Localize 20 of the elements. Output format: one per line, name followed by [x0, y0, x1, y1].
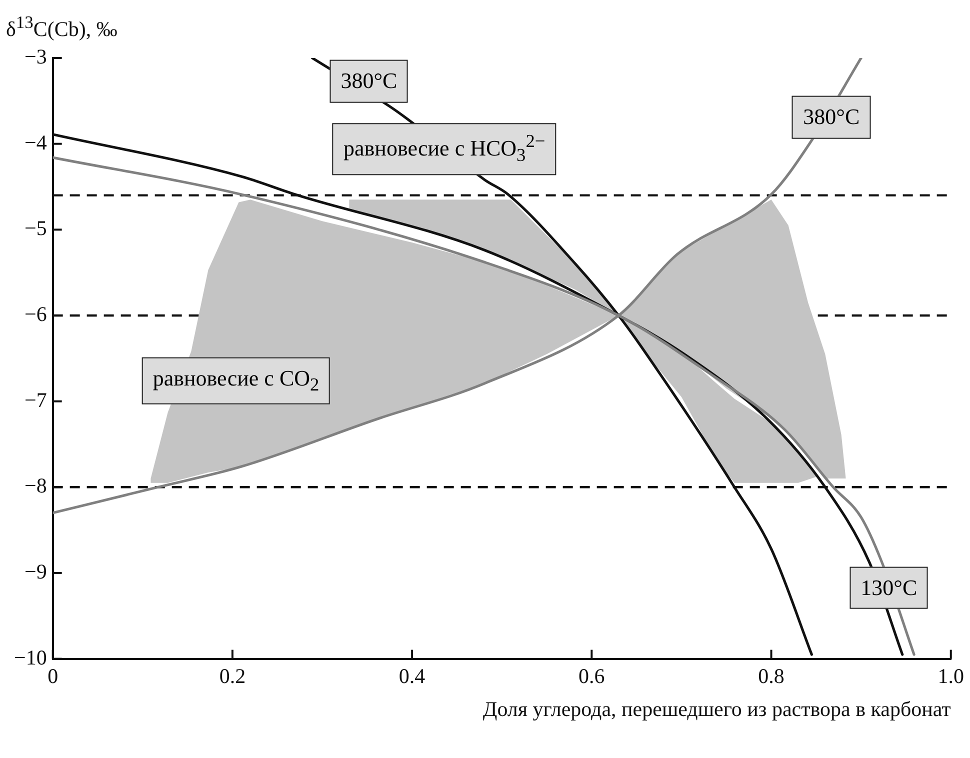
y-tick-label: −7: [24, 388, 47, 412]
x-tick-label: 0.6: [578, 664, 605, 688]
y-tick-label: −8: [24, 474, 47, 498]
y-tick-label: −9: [24, 559, 47, 584]
x-tick-label: 0.4: [398, 664, 426, 688]
x-tick-label: 0.2: [219, 664, 246, 688]
y-tick-label: −4: [24, 130, 48, 154]
x-tick-label: 1.0: [938, 664, 964, 688]
annotation: равновесие с CO$_{2}$: [142, 357, 330, 404]
annotation: 380°C: [792, 96, 871, 138]
y-tick-label: −10: [14, 645, 47, 670]
y-tick-label: −6: [24, 302, 47, 326]
y-tick-label: −5: [24, 216, 47, 240]
annotation: 130°C: [850, 566, 928, 609]
x-tick-label: 0: [48, 664, 58, 688]
y-tick-label: −3: [24, 44, 47, 69]
y-axis-title: δ$^{13}$C(Cb), ‰: [6, 12, 118, 42]
annotation: 380°C: [330, 60, 408, 102]
x-tick-label: 0.8: [758, 664, 784, 688]
x-axis-title: Доля углерода, перешедшего из раствора в карбонат: [482, 696, 951, 722]
